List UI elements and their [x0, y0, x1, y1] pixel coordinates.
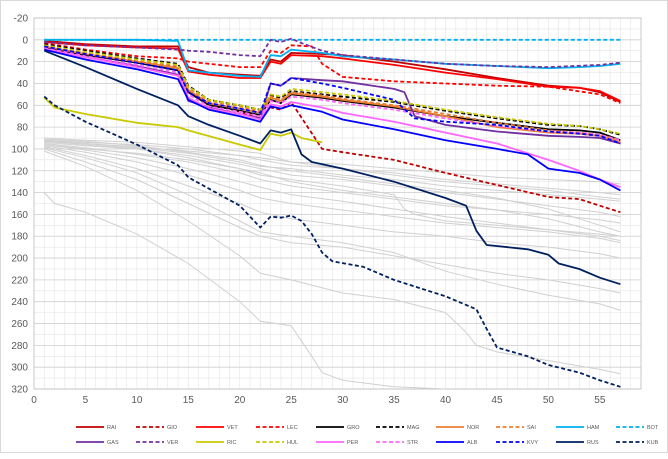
series-line-per	[44, 47, 621, 188]
y-tick-label: 200	[11, 254, 28, 265]
x-tick-label: 25	[286, 395, 298, 406]
y-tick-label: 140	[11, 188, 28, 199]
x-tick-label: 30	[337, 395, 349, 406]
y-tick-label: 280	[11, 341, 28, 352]
series-line-vet	[44, 41, 621, 102]
legend-label: RIC	[227, 440, 237, 446]
series-line-ric	[43, 97, 323, 151]
series-line-ham	[44, 38, 621, 78]
background-series-line	[44, 145, 621, 244]
legend-label: LEC	[287, 425, 298, 431]
series-line-nor	[44, 45, 621, 144]
legend-label: NOR	[467, 425, 479, 431]
series-lines	[43, 37, 621, 388]
legend-label: BOT	[647, 425, 659, 431]
x-tick-label: 40	[440, 395, 452, 406]
grid	[33, 17, 642, 390]
series-line-ver	[44, 37, 621, 68]
y-tick-label: 120	[11, 166, 28, 177]
background-series-line	[44, 140, 621, 200]
legend-label: PER	[347, 440, 358, 446]
y-tick-label: 300	[11, 363, 28, 374]
background-series-line	[43, 192, 446, 390]
legend-label: KUB	[647, 440, 659, 446]
axes: -200204060801001201401601802002202402602…	[11, 14, 606, 407]
legend-label: GIO	[167, 425, 178, 431]
y-tick-label: 220	[11, 275, 28, 286]
series-line-lec	[44, 42, 621, 104]
y-tick-label: 60	[17, 101, 29, 112]
legend-label: VET	[227, 425, 238, 431]
legend-label: RAI	[107, 425, 117, 431]
legend-label: MAG	[407, 425, 420, 431]
background-series-line	[44, 146, 621, 259]
background-series-line	[44, 143, 621, 224]
y-tick-label: 160	[11, 210, 28, 221]
legend-label: RUS	[587, 440, 599, 446]
legend: RAI GIO VET LEC GRO MAG NOR SAI HAM BOT GAS VER RIC H…	[76, 425, 659, 446]
x-tick-label: 5	[83, 395, 89, 406]
series-line-kub	[43, 95, 621, 388]
legend-label: KVY	[527, 440, 538, 446]
legend-label: HAM	[587, 425, 600, 431]
x-tick-label: 35	[389, 395, 401, 406]
x-tick-label: 55	[594, 395, 606, 406]
x-tick-label: 50	[543, 395, 555, 406]
y-tick-label: 20	[17, 57, 29, 68]
background-series-line	[44, 150, 621, 375]
y-tick-label: 100	[11, 144, 28, 155]
y-tick-label: -20	[14, 14, 29, 25]
series-line-rai	[44, 40, 621, 103]
series-line-rus	[43, 49, 621, 286]
x-tick-label: 15	[183, 395, 195, 406]
background-series-line	[44, 148, 621, 294]
y-tick-label: 240	[11, 297, 28, 308]
plot-border	[33, 17, 642, 390]
y-tick-label: 0	[22, 35, 28, 46]
y-tick-label: 80	[17, 123, 29, 134]
y-tick-label: 180	[11, 232, 28, 243]
background-series-line	[44, 140, 621, 237]
x-tick-label: 20	[234, 395, 246, 406]
legend-label: VER	[167, 440, 178, 446]
legend-label: STR	[407, 440, 418, 446]
x-tick-label: 10	[131, 395, 143, 406]
series-line-alb	[44, 48, 621, 192]
y-tick-label: 40	[17, 79, 29, 90]
x-tick-label: 0	[31, 395, 37, 406]
background-series-line	[44, 139, 621, 196]
y-tick-label: 320	[11, 385, 28, 396]
legend-label: ALB	[467, 440, 478, 446]
legend-label: HUL	[287, 440, 298, 446]
legend-label: GAS	[107, 440, 119, 446]
x-tick-label: 45	[491, 395, 503, 406]
series-line-kvy	[44, 45, 621, 145]
series-line-hul	[44, 44, 621, 135]
background-series-line	[44, 147, 621, 311]
legend-label: GRO	[347, 425, 360, 431]
background-series-line	[44, 138, 621, 233]
legend-label: SAI	[527, 425, 536, 431]
y-tick-label: 260	[11, 319, 28, 330]
